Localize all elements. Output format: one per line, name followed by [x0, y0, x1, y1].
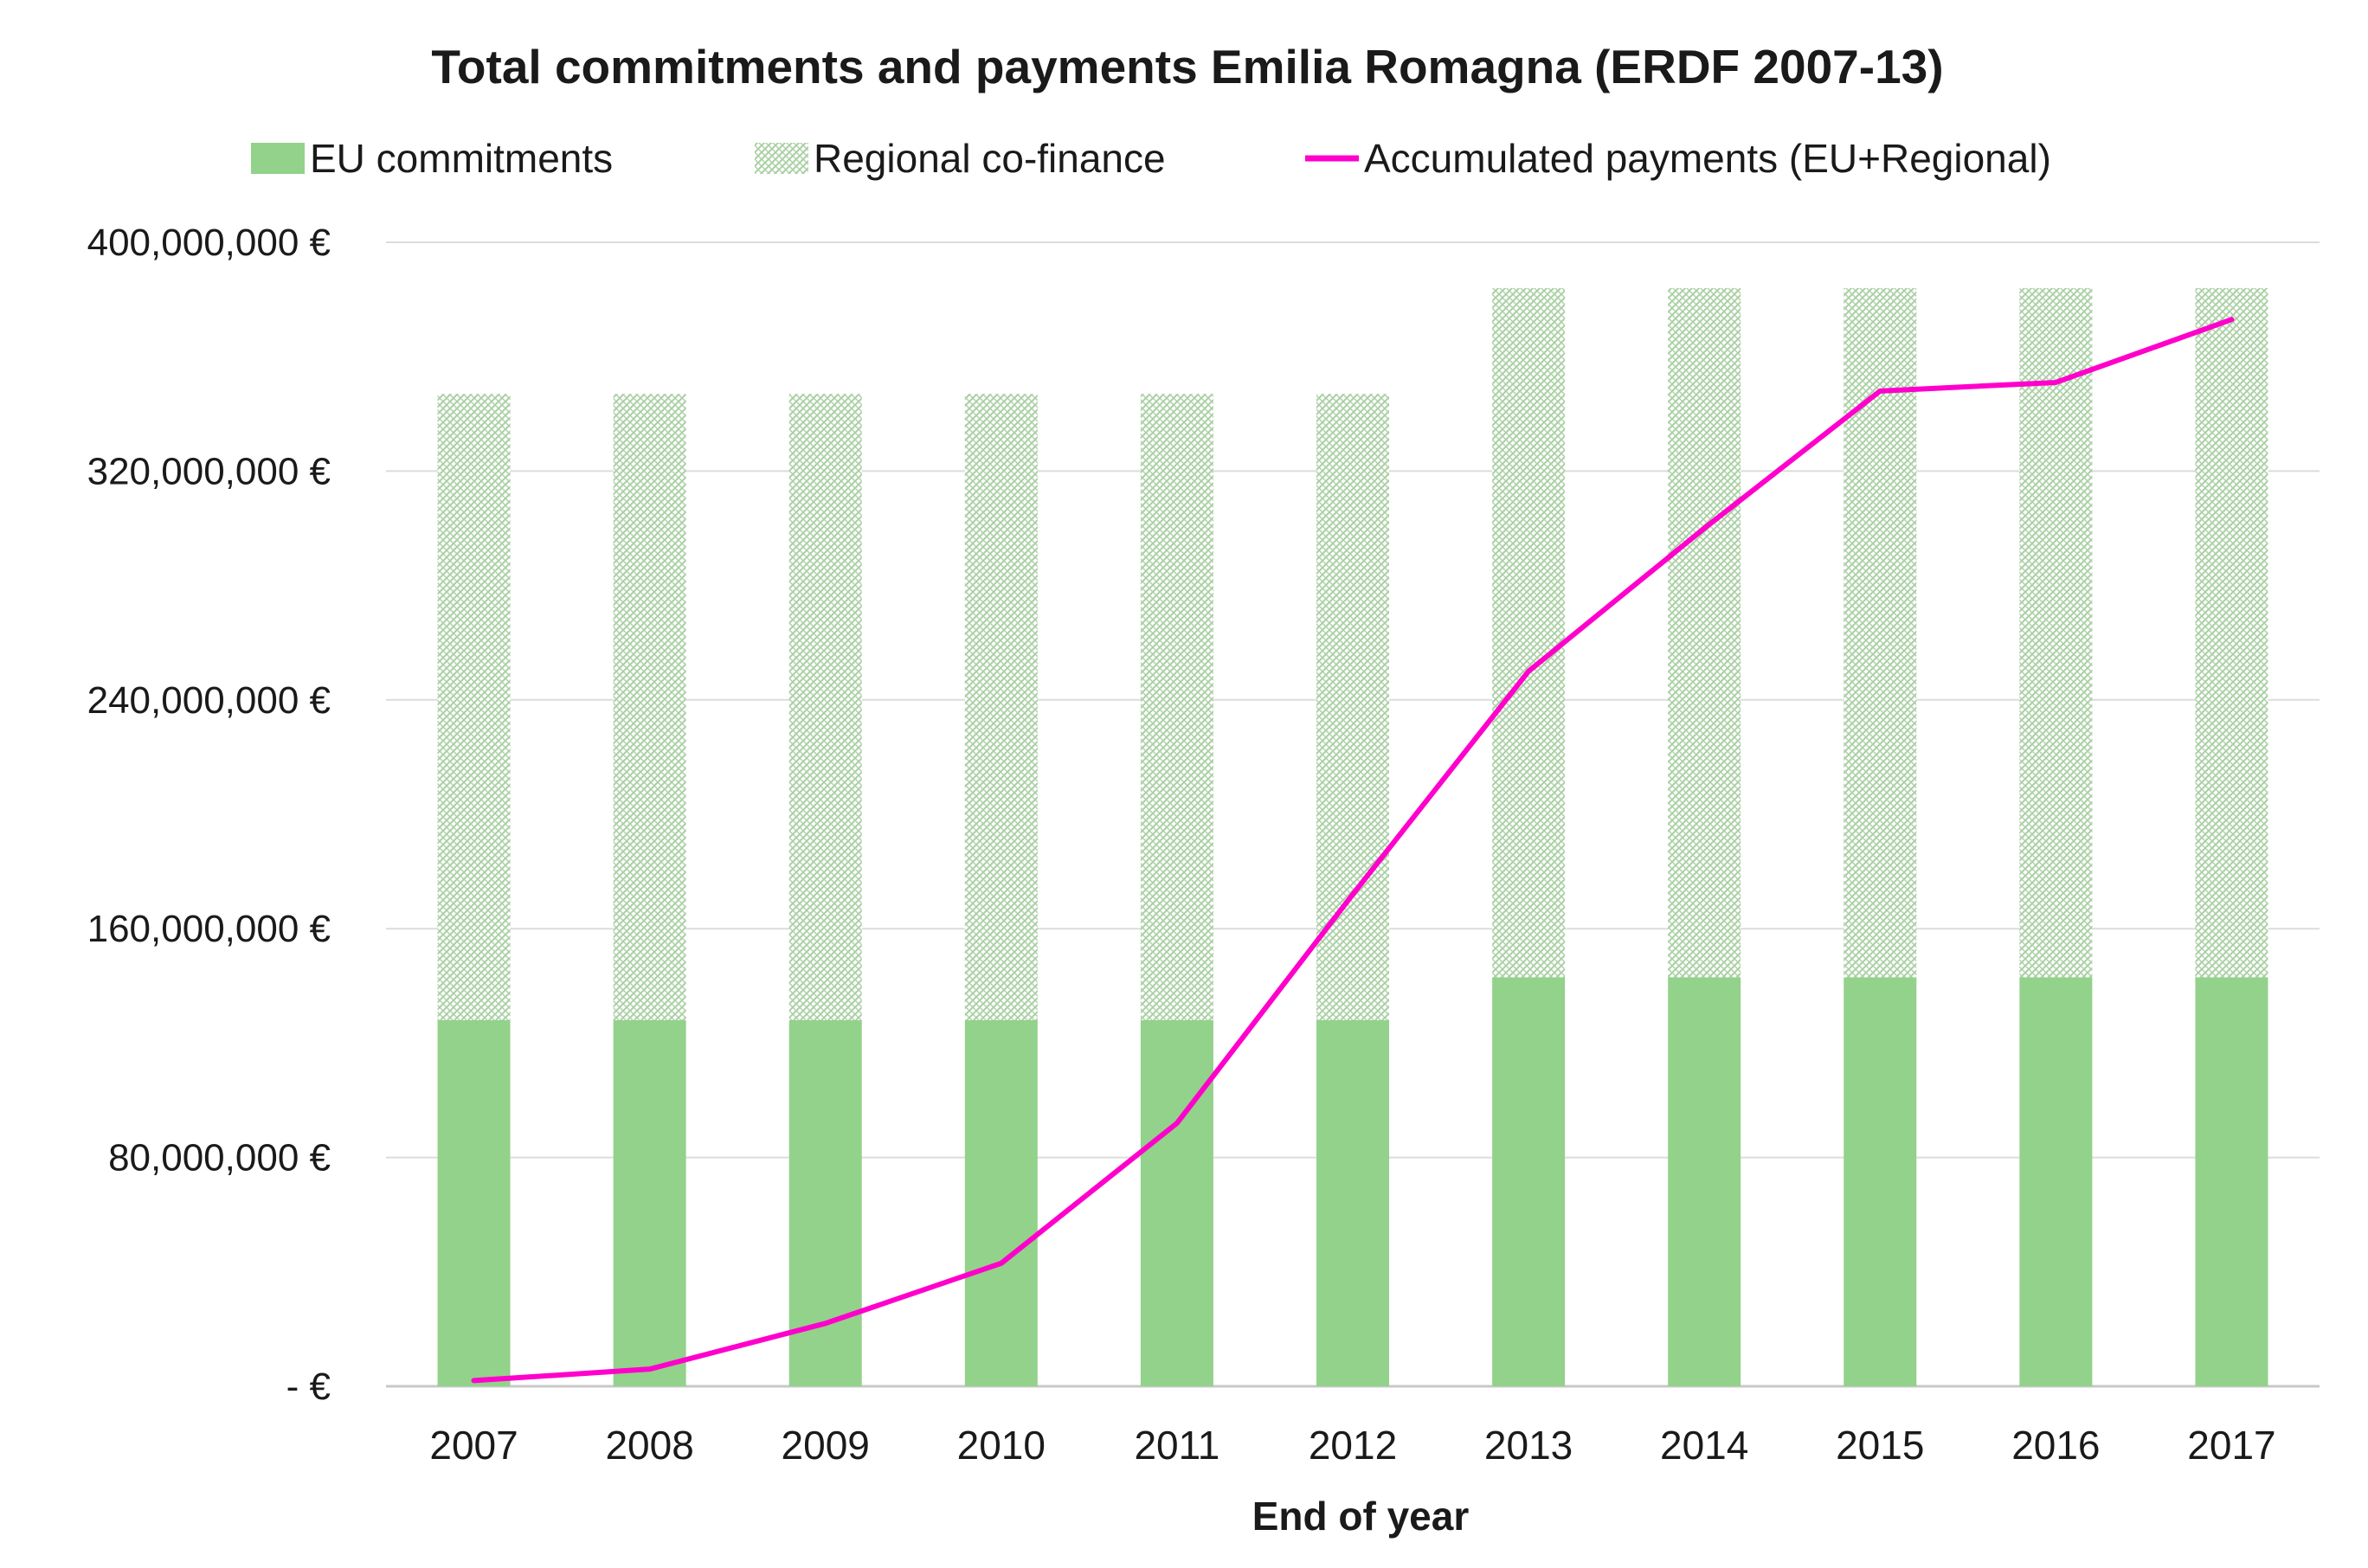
bar-regional-co-finance [1844, 287, 1917, 978]
legend-label: EU commitments [310, 136, 613, 181]
payments-line-group [471, 317, 2235, 1384]
chart-title: Total commitments and payments Emilia Ro… [431, 40, 1943, 93]
y-tick-label: 80,000,000 € [108, 1137, 331, 1179]
bar-regional-co-finance [1316, 394, 1389, 1020]
x-tick-label: 2011 [1134, 1423, 1219, 1468]
bars [437, 287, 2268, 1386]
x-tick-label: 2016 [2011, 1423, 2100, 1468]
x-tick-label: 2013 [1484, 1423, 1573, 1468]
legend-swatch [251, 143, 305, 174]
bar-eu-commitments [1140, 1019, 1213, 1386]
x-tick-label: 2012 [1309, 1423, 1397, 1468]
bar-regional-co-finance [964, 394, 1038, 1020]
x-tick-label: 2009 [782, 1423, 870, 1468]
x-tick-label: 2015 [1836, 1423, 1924, 1468]
legend: EU commitments Regional co-finance Accumul… [251, 136, 2051, 181]
legend-label: Regional co-finance [814, 136, 1166, 181]
x-tick-label: 2008 [605, 1423, 693, 1468]
bar-regional-co-finance [1668, 287, 1741, 978]
bar-eu-commitments [1492, 977, 1566, 1386]
bar-eu-commitments [2195, 977, 2268, 1386]
x-axis-label: End of year [1252, 1494, 1470, 1539]
bar-eu-commitments [1316, 1019, 1389, 1386]
bar-regional-co-finance [613, 394, 686, 1020]
bar-eu-commitments [437, 1019, 511, 1386]
payments-line [471, 317, 2235, 1384]
legend-label: Accumulated payments (EU+Regional) [1364, 136, 2051, 181]
legend-swatch [755, 143, 808, 174]
x-tick-label: 2017 [2187, 1423, 2275, 1468]
x-axis-ticks: 2007 2008 2009 2010 2011 2012 2013 2014 2015 2016… [429, 1423, 2275, 1468]
bar-regional-co-finance [1492, 287, 1566, 978]
x-tick-label: 2014 [1660, 1423, 1748, 1468]
y-tick-label: 400,000,000 € [87, 222, 331, 264]
bar-regional-co-finance [1140, 394, 1213, 1020]
bar-eu-commitments [964, 1019, 1038, 1386]
y-tick-label: - € [286, 1366, 331, 1408]
bar-regional-co-finance [788, 394, 862, 1020]
y-tick-label: 240,000,000 € [87, 679, 331, 722]
y-tick-label: 320,000,000 € [87, 450, 331, 492]
bar-regional-co-finance [437, 394, 511, 1020]
bar-eu-commitments [1668, 977, 1741, 1386]
y-axis-ticks: - € 80,000,000 € 160,000,000 € 240,000,000 … [87, 222, 331, 1408]
bar-regional-co-finance [2195, 287, 2268, 978]
bar-eu-commitments [2019, 977, 2093, 1386]
bar-regional-co-finance [2019, 287, 2093, 978]
bar-eu-commitments [613, 1019, 686, 1386]
x-tick-label: 2010 [957, 1423, 1046, 1468]
x-tick-label: 2007 [429, 1423, 518, 1468]
bar-eu-commitments [1844, 977, 1917, 1386]
y-tick-label: 160,000,000 € [87, 908, 331, 950]
